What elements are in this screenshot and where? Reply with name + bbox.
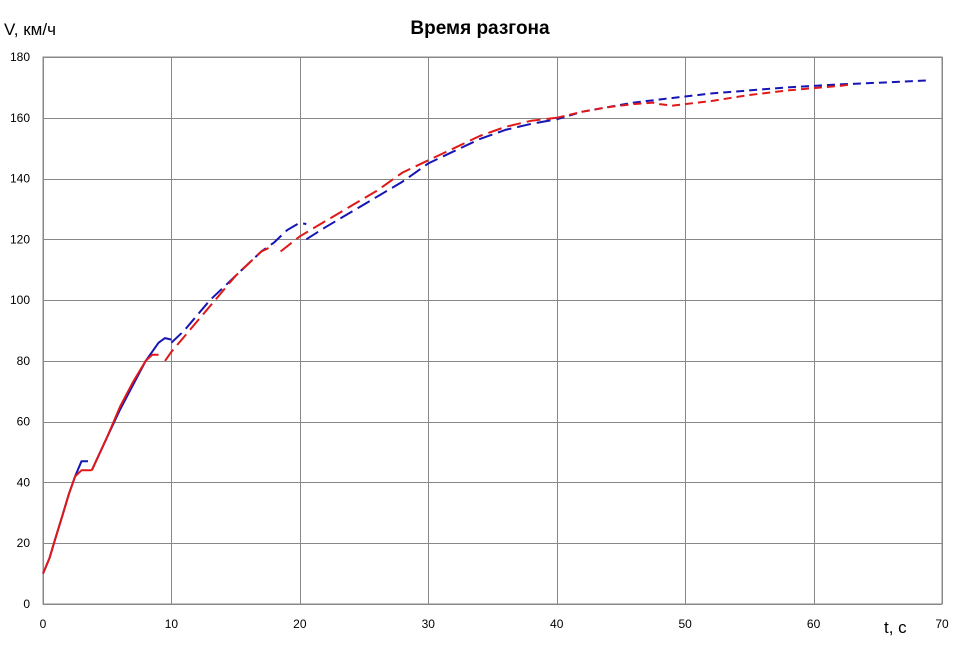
y-axis-label: V, км/ч [4, 20, 56, 39]
series-line-segment [556, 83, 853, 119]
series-line-segment [90, 353, 159, 471]
series-line-segment [164, 244, 275, 362]
series-2 [42, 83, 853, 574]
grid [43, 57, 943, 605]
y-tick-label: 140 [10, 172, 30, 186]
x-tick-label: 70 [935, 617, 949, 631]
series-line-segment [305, 118, 557, 241]
y-tick-label: 60 [17, 415, 31, 429]
series-line-segment [556, 79, 930, 121]
series-line-segment [42, 469, 92, 574]
x-tick-label: 40 [550, 617, 564, 631]
y-tick-label: 40 [17, 475, 31, 489]
x-tick-label: 50 [678, 617, 692, 631]
x-axis-ticks: 0 10 20 30 40 50 60 70 [40, 617, 949, 631]
y-axis-ticks: 0 20 40 60 80 100 120 140 160 180 [10, 50, 30, 611]
x-tick-label: 20 [293, 617, 307, 631]
chart-title: Время разгона [410, 18, 550, 39]
x-axis-label: t, с [884, 618, 907, 637]
series-line-segment [170, 221, 307, 344]
x-tick-label: 30 [422, 617, 436, 631]
y-tick-label: 120 [10, 232, 30, 246]
series-line-segment [279, 116, 557, 253]
y-tick-label: 0 [23, 597, 30, 611]
series-line-segment [90, 337, 172, 471]
y-tick-label: 180 [10, 50, 30, 64]
y-tick-label: 100 [10, 293, 30, 307]
x-tick-label: 0 [40, 617, 47, 631]
plot-area [42, 56, 943, 605]
series-lines [42, 79, 930, 574]
series-1 [42, 79, 930, 574]
x-tick-label: 60 [807, 617, 821, 631]
x-tick-label: 10 [165, 617, 179, 631]
y-tick-label: 20 [17, 536, 31, 550]
y-tick-label: 160 [10, 111, 30, 125]
y-tick-label: 80 [17, 354, 31, 368]
